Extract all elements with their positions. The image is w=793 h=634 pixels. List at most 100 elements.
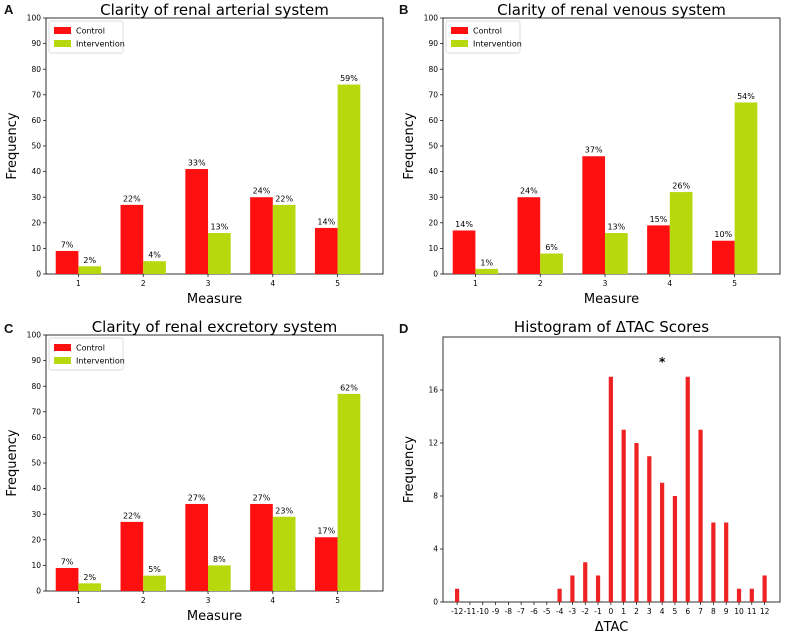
y-tick-label: 100 [27,14,42,23]
bar-intervention-2 [143,575,166,591]
x-axis-label: ΔTAC [595,620,629,634]
histogram-bar--12 [454,588,460,602]
x-tick-label: -10 [477,607,489,616]
x-tick-label: 3 [206,279,211,288]
bar-intervention-5 [734,102,758,274]
y-tick-label: 80 [428,65,438,74]
legend-swatch-intervention [451,40,468,47]
x-tick-label: -8 [505,607,513,616]
legend-swatch-control [451,27,468,34]
data-label: 6% [545,243,558,252]
y-tick-label: 50 [428,142,438,151]
y-tick-label: 30 [31,510,41,519]
y-tick-label: 20 [428,218,438,227]
bar-control-2 [120,204,144,274]
data-label: 22% [123,194,141,203]
data-label: 5% [148,565,161,574]
histogram-bar-8 [711,522,716,602]
x-tick-label: -9 [492,607,500,616]
chart-title: Clarity of renal arterial system [100,1,329,19]
y-tick-label: 30 [31,193,41,202]
bar-intervention-1 [78,583,102,591]
y-tick-label: 60 [31,433,41,442]
x-tick-label: 11 [747,607,757,616]
bar-intervention-5 [337,393,361,591]
chart-title: Clarity of renal excretory system [92,318,338,336]
x-tick-label: 8 [711,607,716,616]
data-label: 54% [737,92,755,101]
data-label: 23% [275,506,293,515]
y-tick-label: 90 [31,39,41,48]
x-tick-label: 2 [141,596,146,605]
histogram-bar--1 [595,575,601,602]
bar-intervention-5 [337,84,361,274]
y-tick-label: 10 [31,244,41,253]
data-label: 37% [585,146,603,155]
chart-c: 0 10 20 30 40 50 60 70 80 90 100 Clarity of renal e… [5,318,384,624]
x-tick-label: -2 [581,607,589,616]
data-label: 2% [83,256,96,265]
x-tick-label: 0 [608,607,613,616]
data-label: 22% [275,194,293,203]
legend-swatch-intervention [54,40,71,47]
x-tick-label: 7 [698,607,703,616]
y-axis-label: Frequency [5,112,20,179]
y-tick-label: 50 [31,142,41,151]
data-label: 59% [340,74,358,83]
bar-control-5 [314,227,338,274]
data-label: 7% [61,240,74,249]
data-label: 24% [520,187,538,196]
x-tick-label: 5 [673,607,678,616]
x-axis-label: Measure [584,292,639,307]
bar-intervention-4 [669,192,693,274]
x-tick-label: 1 [76,596,81,605]
x-tick-label: 5 [335,279,340,288]
y-tick-label: 100 [424,14,439,23]
panel-d: 0 4 8 12 16 Histogram of ΔTAC Scores Frequency… [397,317,793,634]
y-tick-label: 0 [433,598,438,607]
x-tick-label: 6 [685,607,690,616]
bar-control-2 [517,197,541,274]
y-tick-label: 0 [36,587,41,596]
bar-control-4 [647,225,670,274]
histogram-bar--4 [557,588,562,602]
x-tick-label: 2 [634,607,639,616]
y-tick-label: 10 [31,561,41,570]
bar-intervention-2 [540,253,563,274]
y-tick-label: 10 [428,244,438,253]
panel-b: 0 10 20 30 40 50 60 70 80 90 100 Clarity of renal v… [397,0,793,317]
x-tick-label: 3 [603,279,608,288]
bar-control-4 [250,197,273,274]
y-tick-label: 90 [31,356,41,365]
y-tick-label: 20 [31,218,41,227]
bar-control-1 [55,567,79,591]
data-label: 8% [213,555,226,564]
histogram-bar-7 [698,429,703,602]
histogram-bar-11 [749,588,754,602]
x-tick-label: 5 [335,596,340,605]
y-tick-label: 20 [31,535,41,544]
bar-intervention-2 [143,261,166,274]
histogram-bar-10 [736,588,742,602]
legend-entry-control: Control [473,27,502,36]
x-tick-label: 4 [270,596,275,605]
y-tick-label: 16 [428,386,438,395]
histogram-bar-0 [608,376,613,602]
y-tick-label: 40 [31,484,41,493]
data-label: 62% [340,383,358,392]
data-label: 2% [83,573,96,582]
chart-title: Histogram of ΔTAC Scores [514,318,709,336]
y-tick-label: 12 [428,439,438,448]
legend-entry-intervention: Intervention [76,40,125,49]
y-tick-label: 40 [428,167,438,176]
histogram-bar-1 [621,429,626,602]
data-label: 14% [317,217,335,226]
x-tick-label: 12 [760,607,770,616]
x-tick-label: -6 [530,607,538,616]
bar-intervention-1 [78,266,102,274]
data-label: 24% [253,187,271,196]
x-tick-label: -11 [464,607,476,616]
panel-c: 0 10 20 30 40 50 60 70 80 90 100 Clarity of renal e… [0,317,396,634]
y-axis-label: Frequency [402,436,417,503]
y-tick-label: 30 [428,193,438,202]
